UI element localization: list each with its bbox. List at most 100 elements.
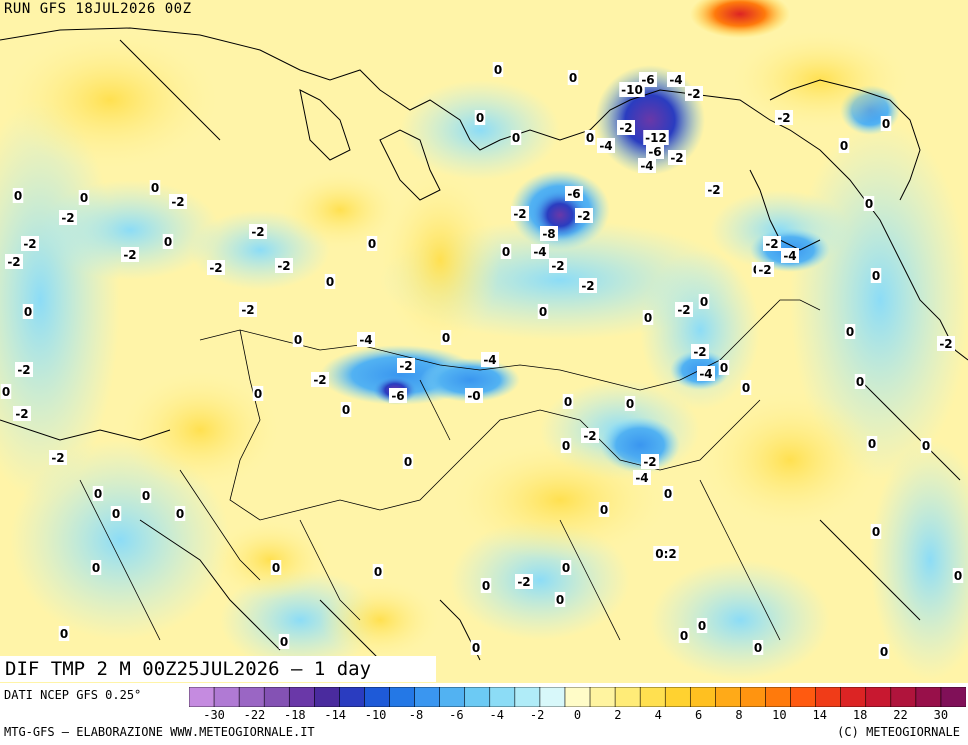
contour-label-box <box>705 182 723 197</box>
contour-label: 0 <box>564 395 572 409</box>
color-scale-bar <box>189 687 966 707</box>
color-swatch <box>715 687 741 707</box>
color-swatch <box>189 687 215 707</box>
color-swatch <box>740 687 766 707</box>
color-swatch <box>940 687 966 707</box>
contour-label-box <box>492 62 504 77</box>
color-swatch <box>489 687 516 707</box>
contour-label: 0 <box>954 569 962 583</box>
contour-label-box <box>781 248 799 263</box>
contour-label: 0 <box>254 387 262 401</box>
contour-label: -2 <box>670 151 683 165</box>
contour-label: 0 <box>24 305 32 319</box>
contour-label-box <box>863 196 875 211</box>
contour-label: 0 <box>868 437 876 451</box>
color-swatch <box>589 687 616 707</box>
contour-label: -10 <box>621 83 643 97</box>
contour-label: 0:2 <box>655 547 677 561</box>
color-scale-tick: -4 <box>489 708 504 722</box>
color-scale-tick: 30 <box>933 708 949 722</box>
contour-label: 0 <box>922 439 930 453</box>
contour-label: 0 <box>404 455 412 469</box>
contour-label-box <box>140 488 152 503</box>
contour-label-box <box>854 374 866 389</box>
contour-label-box <box>880 116 892 131</box>
contour-label: -4 <box>533 245 546 259</box>
contour-label: 0 <box>142 489 150 503</box>
contour-label-box <box>775 110 793 125</box>
contour-label-box <box>597 138 615 153</box>
contour-label: -2 <box>209 261 222 275</box>
color-swatch <box>439 687 466 707</box>
contour-label: 0 <box>846 325 854 339</box>
contour-label: 0 <box>586 131 594 145</box>
color-swatch <box>639 687 666 707</box>
contour-label: 0 <box>600 503 608 517</box>
color-swatch <box>288 687 315 707</box>
contour-label: 0 <box>562 561 570 575</box>
contour-label-box <box>653 546 679 561</box>
contour-label-box <box>162 234 174 249</box>
contour-label-box <box>696 618 708 633</box>
contour-label-box <box>540 226 558 241</box>
contour-label: 0 <box>294 333 302 347</box>
contour-label-box <box>560 560 572 575</box>
weather-map: 0 0 -6 -4 -10 -2 0 -2 0 0 -2 -12 0 -4 -6 -2 0 -4 -2 0 0 0 -2 -6… <box>0 0 968 683</box>
contour-label-box <box>13 406 31 421</box>
contour-label: 0 <box>872 269 880 283</box>
contour-label-box <box>844 324 856 339</box>
contour-label: 0 <box>562 439 570 453</box>
color-swatch <box>840 687 867 707</box>
color-swatch <box>364 687 391 707</box>
contour-label-box <box>554 592 566 607</box>
contour-label-box <box>402 454 414 469</box>
contour-label: -6 <box>648 145 661 159</box>
contour-label: 0 <box>698 619 706 633</box>
contour-label: 0 <box>502 245 510 259</box>
color-swatch <box>564 687 591 707</box>
contour-label: 0 <box>680 629 688 643</box>
contour-label-box <box>752 640 764 655</box>
contour-label-box <box>515 574 533 589</box>
contour-label: -2 <box>399 359 412 373</box>
contour-label-box <box>465 388 483 403</box>
contour-label: -2 <box>583 429 596 443</box>
color-swatch <box>664 687 691 707</box>
contour-label-box <box>565 186 583 201</box>
contour-label-box <box>480 578 492 593</box>
contour-label: -2 <box>313 373 326 387</box>
contour-label-box <box>270 560 282 575</box>
contour-label-box <box>278 634 290 649</box>
contour-label: -12 <box>645 131 667 145</box>
contour-label: 0 <box>556 593 564 607</box>
contour-label: 0 <box>644 311 652 325</box>
contour-label-box <box>581 428 599 443</box>
color-scale-tick: 14 <box>812 708 827 722</box>
contour-label-box <box>21 236 39 251</box>
contour-label-box <box>838 138 850 153</box>
color-swatch <box>890 687 917 707</box>
contour-label-box <box>292 332 304 347</box>
contour-label: -2 <box>251 225 264 239</box>
contour-label-box <box>575 208 593 223</box>
contour-label: 0 <box>272 561 280 575</box>
color-scale-tick: -6 <box>449 708 464 722</box>
contour-label: 0 <box>326 275 334 289</box>
contour-label: -2 <box>939 337 952 351</box>
contour-label-box <box>15 362 33 377</box>
contour-label: -2 <box>17 363 30 377</box>
contour-label-box <box>366 236 378 251</box>
contour-label-box <box>763 236 781 251</box>
color-swatch <box>539 687 566 707</box>
contour-label: 0 <box>368 237 376 251</box>
contour-labels: 00 -6 -4-10 -20 -2 00-2-120-4 -6 -20-4-20 00-2-6… <box>0 62 964 659</box>
data-source-label: DATI NCEP GFS 0.25° <box>4 688 142 702</box>
color-swatch <box>790 687 817 707</box>
contour-label: -6 <box>567 187 580 201</box>
contour-label: -4 <box>635 471 648 485</box>
contour-label: -2 <box>643 455 656 469</box>
contour-label-box <box>149 180 161 195</box>
contour-label: -2 <box>707 183 720 197</box>
color-swatch <box>213 687 240 707</box>
contour-label-box <box>389 388 407 403</box>
